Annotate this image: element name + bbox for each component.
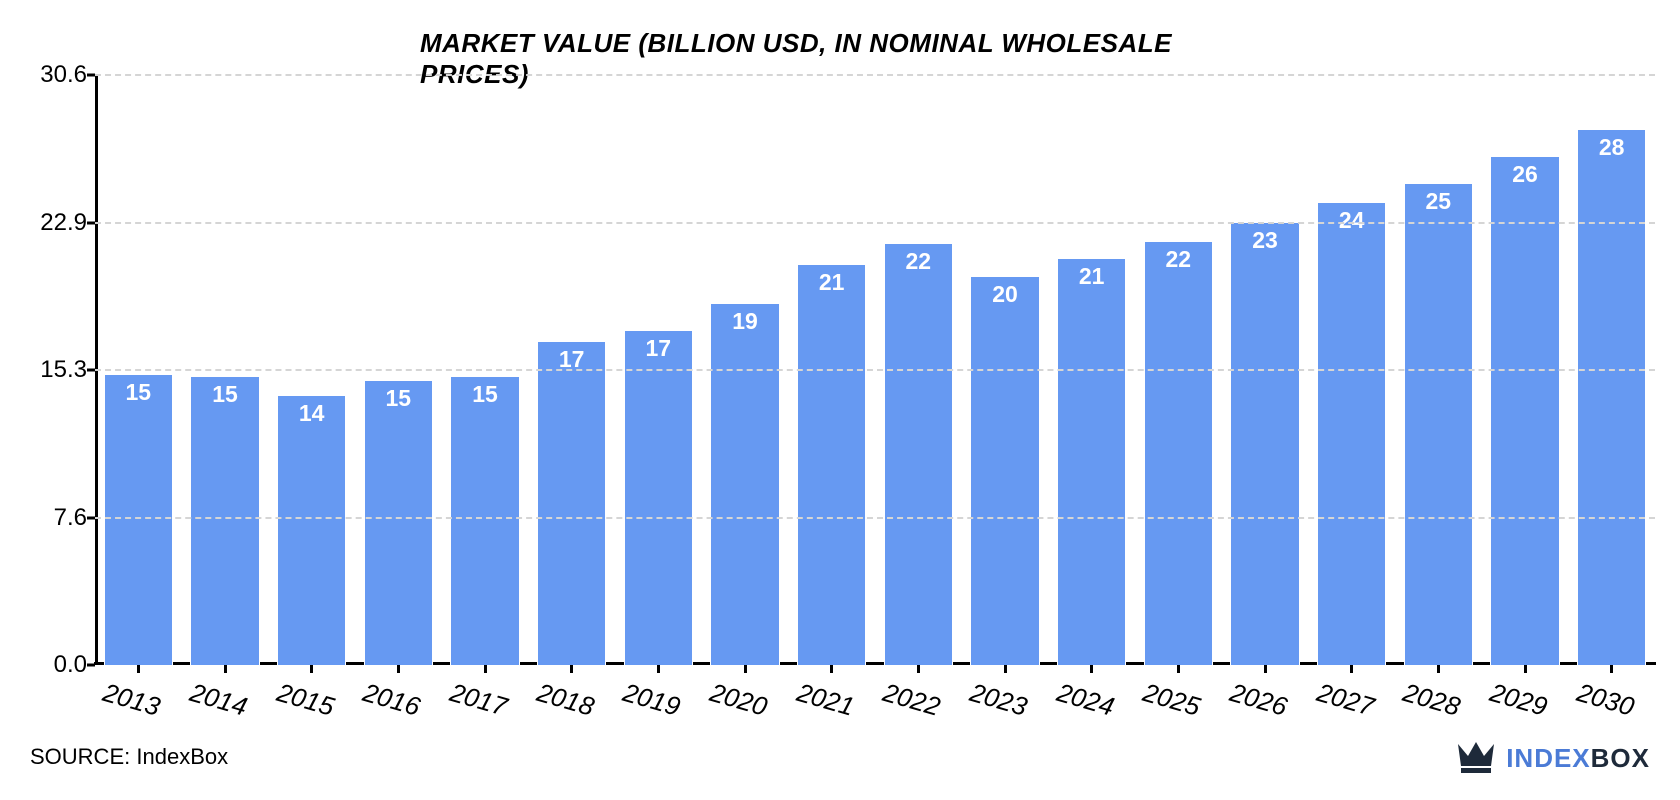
bar-value-label: 14 bbox=[299, 400, 325, 427]
bar: 17 bbox=[624, 330, 693, 665]
x-tick-mark bbox=[1177, 665, 1180, 673]
x-axis-tick-label: 2014 bbox=[186, 677, 250, 723]
bar: 21 bbox=[1057, 258, 1126, 665]
y-tick-mark bbox=[87, 74, 95, 77]
bar: 22 bbox=[1144, 241, 1213, 665]
x-axis-tick-label: 2029 bbox=[1486, 677, 1550, 723]
y-tick-mark bbox=[87, 664, 95, 667]
bar: 24 bbox=[1317, 202, 1386, 665]
x-axis-tick-label: 2018 bbox=[533, 677, 597, 723]
bar-value-label: 24 bbox=[1339, 207, 1365, 234]
x-axis-tick-label: 2017 bbox=[446, 677, 510, 723]
bar: 28 bbox=[1577, 129, 1646, 665]
gridline bbox=[95, 517, 1655, 519]
bar: 15 bbox=[450, 376, 519, 665]
bar-value-label: 15 bbox=[386, 385, 412, 412]
y-tick-mark bbox=[87, 369, 95, 372]
gridline bbox=[95, 222, 1655, 224]
x-tick-mark bbox=[1610, 665, 1613, 673]
bar: 21 bbox=[797, 264, 866, 665]
bar: 15 bbox=[190, 376, 259, 665]
x-axis-tick-label: 2025 bbox=[1140, 677, 1204, 723]
x-axis-tick-label: 2016 bbox=[360, 677, 424, 723]
y-axis-tick-label: 7.6 bbox=[54, 504, 87, 532]
bar: 19 bbox=[710, 303, 779, 665]
bar-value-label: 21 bbox=[819, 269, 845, 296]
bar-value-label: 23 bbox=[1252, 227, 1278, 254]
bar-value-label: 26 bbox=[1512, 161, 1538, 188]
bar: 15 bbox=[364, 380, 433, 665]
x-tick-mark bbox=[224, 665, 227, 673]
bar: 14 bbox=[277, 395, 346, 665]
x-axis-tick-label: 2019 bbox=[620, 677, 684, 723]
indexbox-logo: INDEXBOX bbox=[1454, 738, 1650, 778]
bar-value-label: 15 bbox=[472, 381, 498, 408]
chart-container: MARKET VALUE (BILLION USD, IN NOMINAL WH… bbox=[0, 0, 1680, 800]
bar-value-label: 28 bbox=[1599, 134, 1625, 161]
plot-area: 151514151517171921222021222324252628 0.0… bbox=[95, 75, 1655, 665]
x-tick-mark bbox=[570, 665, 573, 673]
x-tick-mark bbox=[1524, 665, 1527, 673]
x-axis-tick-label: 2021 bbox=[793, 677, 857, 723]
bar: 17 bbox=[537, 341, 606, 665]
x-tick-mark bbox=[484, 665, 487, 673]
x-tick-mark bbox=[1350, 665, 1353, 673]
y-tick-mark bbox=[87, 517, 95, 520]
x-tick-mark bbox=[657, 665, 660, 673]
y-axis-tick-label: 15.3 bbox=[40, 356, 87, 384]
gridline bbox=[95, 74, 1655, 76]
source-attribution: SOURCE: IndexBox bbox=[30, 744, 228, 770]
bar-value-label: 22 bbox=[906, 248, 932, 275]
x-axis-tick-label: 2013 bbox=[100, 677, 164, 723]
logo-crown-icon bbox=[1454, 738, 1498, 778]
x-axis-tick-label: 2027 bbox=[1313, 677, 1377, 723]
x-tick-mark bbox=[137, 665, 140, 673]
x-axis-tick-label: 2022 bbox=[880, 677, 944, 723]
bar-value-label: 17 bbox=[646, 335, 672, 362]
x-axis-tick-label: 2026 bbox=[1226, 677, 1290, 723]
gridline bbox=[95, 369, 1655, 371]
x-axis-tick-label: 2024 bbox=[1053, 677, 1117, 723]
x-axis-tick-label: 2015 bbox=[273, 677, 337, 723]
x-tick-mark bbox=[310, 665, 313, 673]
bar: 26 bbox=[1490, 156, 1559, 665]
y-axis-tick-label: 30.6 bbox=[40, 61, 87, 89]
x-axis-tick-label: 2030 bbox=[1573, 677, 1637, 723]
bar-value-label: 15 bbox=[126, 379, 152, 406]
bar-value-label: 22 bbox=[1166, 246, 1192, 273]
bar: 23 bbox=[1230, 222, 1299, 665]
bar-value-label: 21 bbox=[1079, 263, 1105, 290]
source-name: IndexBox bbox=[136, 744, 228, 769]
y-axis-tick-label: 0.0 bbox=[54, 651, 87, 679]
x-tick-mark bbox=[917, 665, 920, 673]
x-axis-tick-label: 2023 bbox=[966, 677, 1030, 723]
source-prefix: SOURCE: bbox=[30, 744, 130, 769]
y-tick-mark bbox=[87, 222, 95, 225]
x-axis-tick-label: 2028 bbox=[1400, 677, 1464, 723]
x-tick-mark bbox=[1264, 665, 1267, 673]
bar: 25 bbox=[1404, 183, 1473, 665]
bar-value-label: 19 bbox=[732, 308, 758, 335]
x-tick-mark bbox=[744, 665, 747, 673]
logo-text-index: INDEX bbox=[1506, 743, 1590, 773]
bar: 22 bbox=[884, 243, 953, 665]
x-axis-tick-label: 2020 bbox=[706, 677, 770, 723]
bar-value-label: 25 bbox=[1426, 188, 1452, 215]
x-tick-mark bbox=[1090, 665, 1093, 673]
x-tick-mark bbox=[397, 665, 400, 673]
bar: 20 bbox=[970, 276, 1039, 665]
y-axis-tick-label: 22.9 bbox=[40, 209, 87, 237]
bar-value-label: 20 bbox=[992, 281, 1018, 308]
x-tick-mark bbox=[1437, 665, 1440, 673]
logo-text: INDEXBOX bbox=[1506, 743, 1650, 774]
x-tick-mark bbox=[1004, 665, 1007, 673]
logo-text-box: BOX bbox=[1591, 743, 1650, 773]
bar-value-label: 15 bbox=[212, 381, 238, 408]
x-tick-mark bbox=[830, 665, 833, 673]
